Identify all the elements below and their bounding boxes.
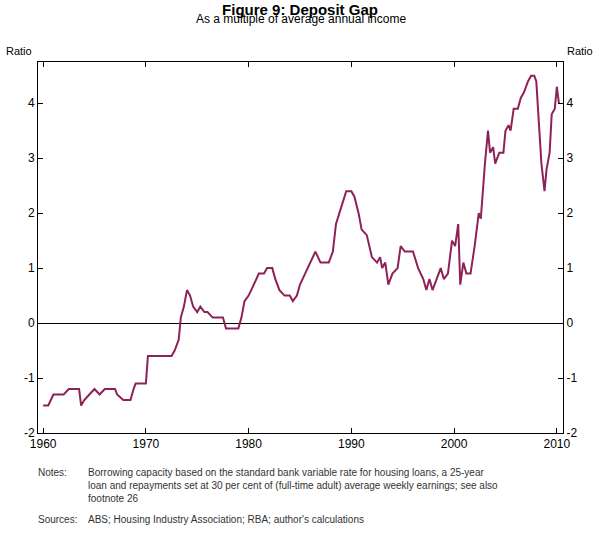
svg-text:Figure 9: Deposit Gap: Figure 9: Deposit Gap [222,1,378,18]
svg-text:3: 3 [28,151,35,165]
html-text:loan and repayments set at 30: loan and repayments set at 30 per cent o… [88,480,498,491]
svg-text:2000: 2000 [441,437,468,451]
svg-text:0: 0 [566,316,573,330]
svg-text:1960: 1960 [30,437,57,451]
html-text:Sources:: Sources: [38,514,78,525]
svg-text:As a multiple of average annua: As a multiple of average annual income [196,12,406,26]
svg-text:Ratio: Ratio [6,45,32,57]
svg-text:2: 2 [566,206,573,220]
svg-text:-2: -2 [24,426,35,440]
svg-text:4: 4 [28,96,35,110]
svg-text:Ratio: Ratio [567,45,593,57]
html-text:Borrowing capacity based on th: Borrowing capacity based on the standard… [88,467,484,478]
svg-text:-2: -2 [566,426,577,440]
svg-text:2: 2 [28,206,35,220]
svg-text:2010: 2010 [543,437,570,451]
html-text:footnote 26: footnote 26 [88,493,138,504]
svg-text:-1: -1 [24,371,35,385]
svg-text:1980: 1980 [235,437,262,451]
svg-text:1990: 1990 [338,437,365,451]
svg-text:0: 0 [28,316,35,330]
html-text:Notes:: Notes: [38,467,67,478]
html-text:ABS; Housing Industry Associat: ABS; Housing Industry Association; RBA; … [88,514,364,525]
svg-text:3: 3 [566,151,573,165]
svg-text:1: 1 [566,261,573,275]
svg-text:1970: 1970 [133,437,160,451]
svg-text:4: 4 [566,96,573,110]
svg-text:-1: -1 [566,371,577,385]
svg-text:1: 1 [28,261,35,275]
